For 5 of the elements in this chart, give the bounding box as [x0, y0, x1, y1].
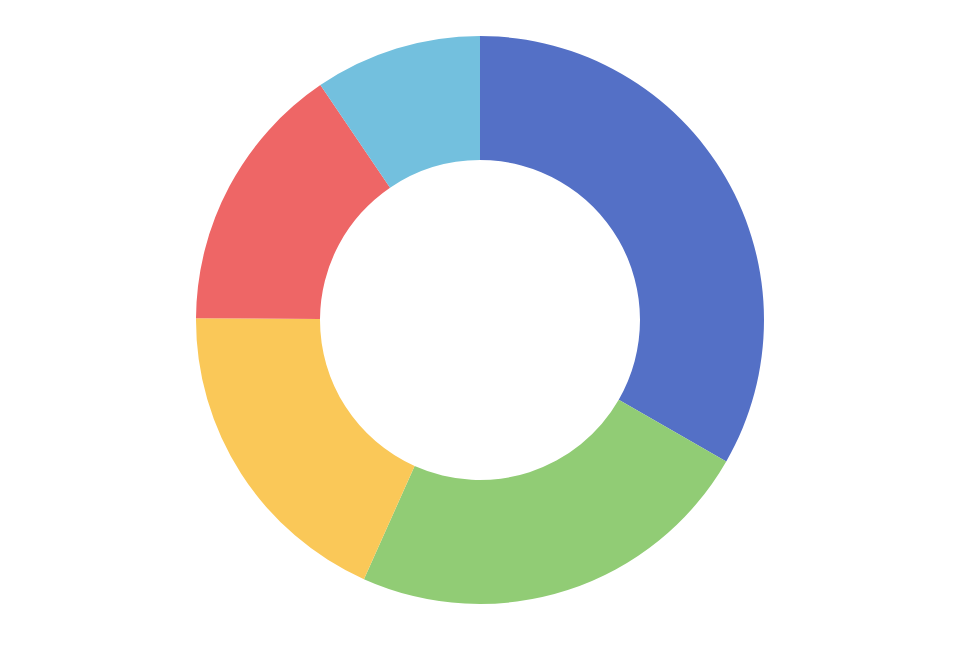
donut-slice [363, 399, 727, 604]
donut-slice [320, 36, 480, 188]
donut-slice [196, 318, 415, 580]
donut-slice [480, 36, 764, 462]
donut-slice [196, 85, 391, 319]
